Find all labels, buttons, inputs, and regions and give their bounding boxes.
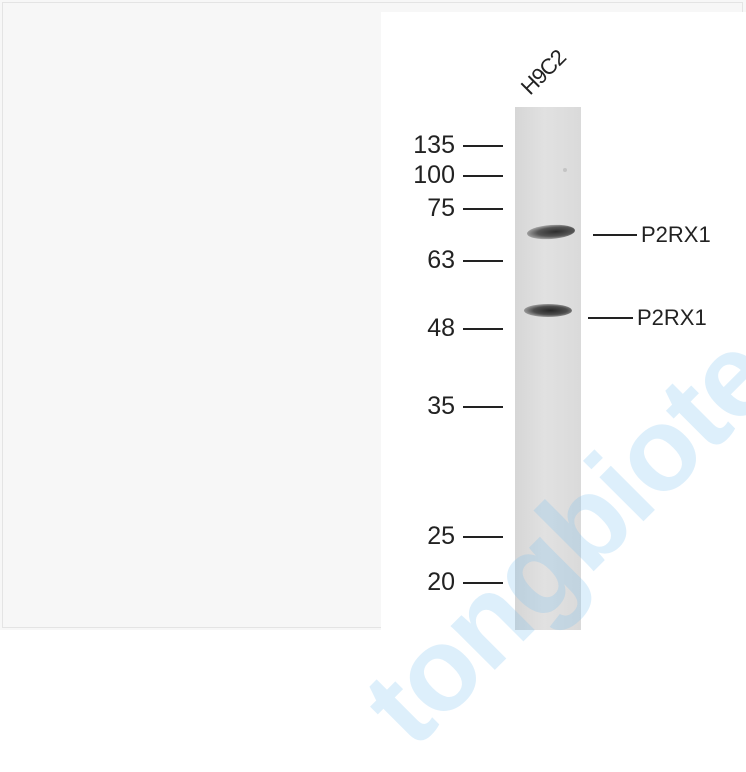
marker-tick xyxy=(463,582,503,584)
marker-tick xyxy=(463,145,503,147)
marker-75: 75 xyxy=(395,194,510,222)
marker-label: 75 xyxy=(427,194,455,222)
lower-band xyxy=(524,304,572,317)
marker-35: 35 xyxy=(395,392,510,420)
marker-label: 135 xyxy=(413,131,455,159)
faint-spot xyxy=(563,168,567,172)
band-label-lower: P2RX1 xyxy=(588,305,738,331)
marker-label: 63 xyxy=(427,246,455,274)
marker-tick xyxy=(463,260,503,262)
marker-label: 48 xyxy=(427,314,455,342)
marker-63: 63 xyxy=(395,246,510,274)
marker-25: 25 xyxy=(395,522,510,550)
band-label-text: P2RX1 xyxy=(641,222,711,247)
marker-tick xyxy=(463,328,503,330)
band-label-upper: P2RX1 xyxy=(593,222,743,248)
marker-tick xyxy=(463,406,503,408)
marker-label: 100 xyxy=(413,161,455,189)
marker-tick xyxy=(463,208,503,210)
gel-lane xyxy=(515,107,581,630)
marker-135: 135 xyxy=(395,131,510,159)
marker-20: 20 xyxy=(395,568,510,596)
marker-tick xyxy=(463,175,503,177)
band-label-text: P2RX1 xyxy=(637,305,707,330)
marker-label: 35 xyxy=(427,392,455,420)
marker-48: 48 xyxy=(395,314,510,342)
band-pointer-line xyxy=(593,234,637,236)
marker-label: 20 xyxy=(427,568,455,596)
marker-label: 25 xyxy=(427,522,455,550)
marker-tick xyxy=(463,536,503,538)
band-pointer-line xyxy=(588,317,633,319)
marker-100: 100 xyxy=(395,161,510,189)
